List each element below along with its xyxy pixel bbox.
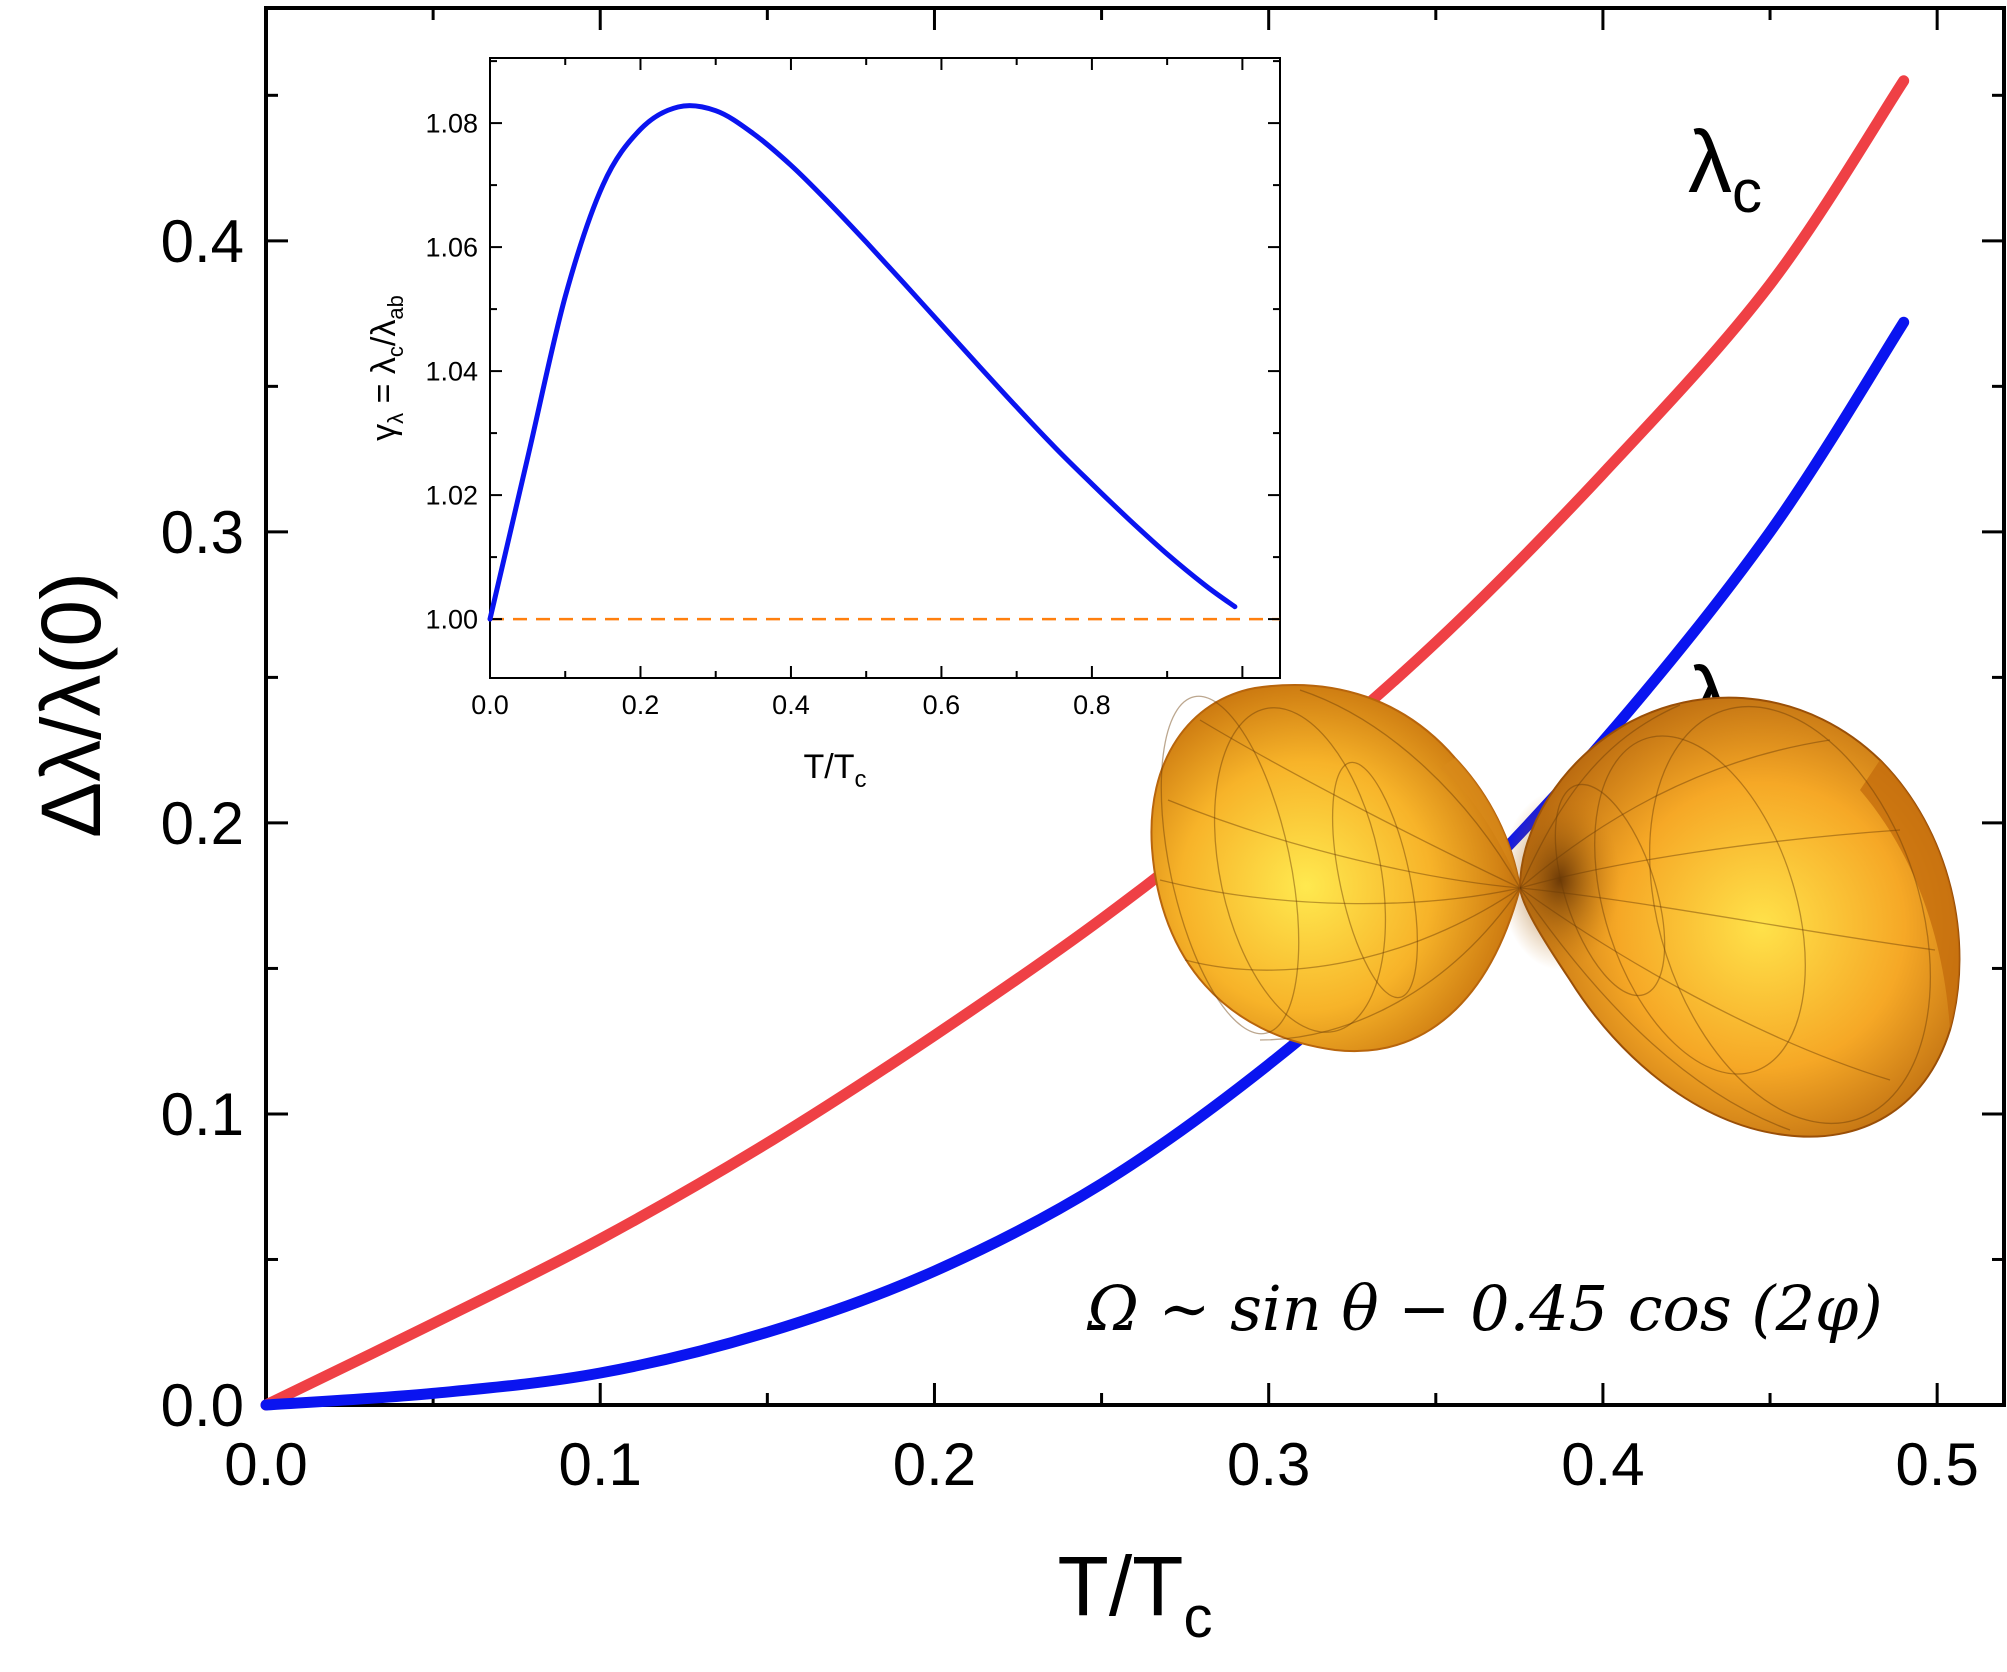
series-label-lambda-c: λc: [1688, 112, 1762, 225]
inset-ticks: [489, 58, 1280, 678]
main-ticks: [264, 8, 2004, 1407]
x-tick-label: 0.6: [923, 690, 961, 720]
inset-x-axis-title-sub: c: [854, 766, 866, 793]
gap-function-illustration: Ω ∼ sin θ − 0.45 cos (2φ): [1086, 684, 1961, 1345]
inset-x-axis-title: T/Tc: [804, 748, 867, 793]
inset-axes: 0.00.20.40.60.81.01.001.021.041.061.08 T…: [365, 57, 1281, 793]
inset-y-title-gamma: γ: [365, 424, 403, 441]
inset-plot-frame: [489, 57, 1281, 679]
y-tick-label: 1.04: [425, 357, 478, 387]
series-line-λc: [260, 75, 1910, 1411]
x-tick-label: 0.8: [1073, 690, 1111, 720]
y-tick-label: 0.0: [161, 1372, 244, 1439]
main-x-axis-title-text: T/T: [1058, 1539, 1184, 1633]
main-tick-labels: 0.0 0.1 0.2 0.3 0.4 0.5 0.0 0.1 0.2 0.3 0.4: [161, 208, 1979, 1498]
inset-y-title-eq: = λ: [365, 357, 403, 413]
main-x-axis-title-sub: c: [1183, 1585, 1212, 1650]
y-tick-label: 0.1: [161, 1081, 244, 1148]
inset-series: [487, 103, 1238, 622]
inset-y-axis-title: γλ = λc/λab: [365, 295, 408, 441]
series-line-γλ: [487, 103, 1238, 622]
y-tick-label: 0.4: [161, 208, 244, 275]
inset-tick-labels: 0.00.20.40.60.81.01.001.021.041.061.08: [425, 109, 1261, 720]
inset-y-title-ab-sub: ab: [383, 295, 408, 319]
left-lobe: [1150, 684, 1522, 1053]
main-series: [260, 75, 1910, 1411]
y-tick-label: 0.2: [161, 790, 244, 857]
y-tick-label: 1.02: [425, 481, 478, 511]
x-tick-label: 0.2: [893, 1431, 976, 1498]
x-tick-label: 0.3: [1227, 1431, 1310, 1498]
x-tick-label: 0.4: [772, 690, 810, 720]
y-tick-label: 1.08: [425, 109, 478, 139]
inset-x-axis-title-text: T/T: [804, 748, 855, 786]
x-tick-label: 0.1: [559, 1431, 642, 1498]
x-tick-label: 0.0: [471, 690, 509, 720]
series-label-lambda-c-sub: c: [1732, 158, 1762, 225]
x-tick-label: 0.4: [1561, 1431, 1644, 1498]
main-plot-frame: [264, 6, 2006, 1407]
inset-y-title-gamma-sub: λ: [383, 413, 408, 424]
inset-y-title-slash: /λ: [365, 320, 403, 346]
gap-formula: Ω ∼ sin θ − 0.45 cos (2φ): [1086, 1272, 1882, 1345]
right-lobe: [1500, 696, 1961, 1138]
inset-y-title-c-sub: c: [383, 346, 408, 357]
main-y-axis-title: Δλ/λ(0): [24, 572, 118, 838]
y-tick-label: 0.3: [161, 499, 244, 566]
series-line-λab: [260, 316, 1910, 1411]
y-tick-label: 1.00: [425, 605, 478, 635]
main-x-axis-title: T/Tc: [1058, 1539, 1213, 1650]
y-tick-label: 1.06: [425, 233, 478, 263]
x-tick-label: 0.2: [622, 690, 660, 720]
x-tick-label: 0.0: [224, 1431, 307, 1498]
series-label-lambda-c-main: λ: [1688, 112, 1732, 211]
x-tick-label: 0.5: [1895, 1431, 1978, 1498]
